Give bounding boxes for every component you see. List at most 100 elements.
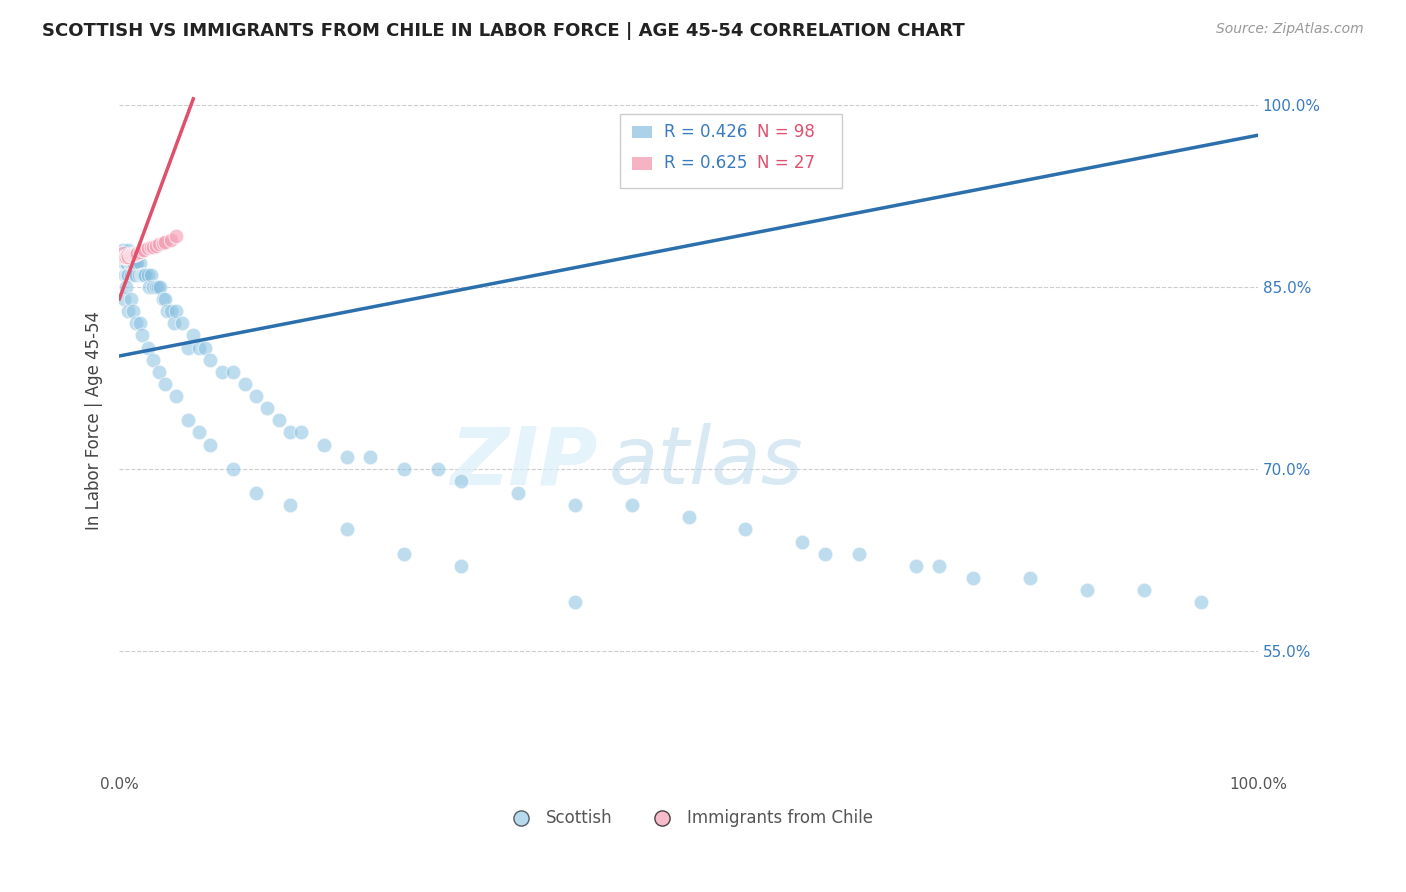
Point xyxy=(142,240,165,254)
Point xyxy=(153,376,176,391)
Point xyxy=(153,292,176,306)
Point xyxy=(152,292,174,306)
Point xyxy=(149,280,172,294)
Point xyxy=(792,534,814,549)
Point xyxy=(131,244,153,258)
Point xyxy=(128,244,150,259)
Point xyxy=(176,341,198,355)
Point xyxy=(165,389,187,403)
Point xyxy=(141,240,163,254)
Bar xyxy=(631,126,652,138)
Point xyxy=(115,255,138,269)
Point xyxy=(114,250,136,264)
Point xyxy=(120,268,142,282)
Point xyxy=(1019,571,1042,585)
Point xyxy=(678,510,700,524)
Point xyxy=(120,248,142,262)
Point xyxy=(131,268,153,282)
Point xyxy=(152,236,174,251)
Point xyxy=(336,450,359,464)
Point xyxy=(122,268,145,282)
Point xyxy=(153,235,176,249)
Point xyxy=(115,255,138,269)
Point xyxy=(163,316,186,330)
Point xyxy=(392,462,415,476)
Point xyxy=(115,250,138,264)
Legend: Scottish, Immigrants from Chile: Scottish, Immigrants from Chile xyxy=(498,803,880,834)
Point xyxy=(165,228,187,243)
Point xyxy=(928,558,950,573)
Point xyxy=(122,255,145,269)
Point xyxy=(194,341,217,355)
Point xyxy=(450,558,472,573)
Y-axis label: In Labor Force | Age 45-54: In Labor Force | Age 45-54 xyxy=(86,310,103,530)
Point xyxy=(111,244,134,258)
Point xyxy=(188,341,211,355)
Point xyxy=(118,248,141,262)
Point xyxy=(222,365,245,379)
Text: Source: ZipAtlas.com: Source: ZipAtlas.com xyxy=(1216,22,1364,37)
Text: N = 98: N = 98 xyxy=(756,123,814,141)
Point xyxy=(256,401,278,416)
Point xyxy=(121,255,143,269)
Point xyxy=(142,352,165,367)
Point xyxy=(620,498,643,512)
Point xyxy=(245,389,267,403)
Text: N = 27: N = 27 xyxy=(756,154,815,172)
Point xyxy=(734,523,756,537)
Point xyxy=(392,547,415,561)
Point xyxy=(1133,583,1156,598)
Text: atlas: atlas xyxy=(609,424,804,501)
Point xyxy=(136,341,159,355)
Point xyxy=(134,268,156,282)
Point xyxy=(188,425,211,440)
Point xyxy=(145,238,167,252)
Point xyxy=(564,595,586,609)
FancyBboxPatch shape xyxy=(620,114,842,188)
Point xyxy=(278,498,301,512)
Point xyxy=(148,365,170,379)
Point xyxy=(170,316,193,330)
Point xyxy=(200,352,222,367)
Point xyxy=(125,247,148,261)
Point xyxy=(146,280,169,294)
Point xyxy=(165,304,187,318)
Point xyxy=(131,328,153,343)
Point xyxy=(127,246,149,260)
Point xyxy=(134,244,156,258)
Point xyxy=(114,268,136,282)
Point xyxy=(134,268,156,282)
Point xyxy=(121,247,143,261)
Point xyxy=(125,255,148,269)
Point xyxy=(122,248,145,262)
Point xyxy=(156,304,179,318)
Point xyxy=(128,255,150,269)
Point xyxy=(136,241,159,255)
Point xyxy=(905,558,928,573)
Point xyxy=(112,255,135,269)
Text: R = 0.426: R = 0.426 xyxy=(664,123,747,141)
Point xyxy=(233,376,256,391)
Text: R = 0.625: R = 0.625 xyxy=(664,154,747,172)
Point xyxy=(159,304,181,318)
Point xyxy=(117,244,139,258)
Point xyxy=(112,250,135,264)
Point xyxy=(200,437,222,451)
Point xyxy=(138,280,160,294)
Point xyxy=(1076,583,1098,598)
Point xyxy=(159,233,181,247)
Point xyxy=(115,280,138,294)
Point xyxy=(127,255,149,269)
Point xyxy=(141,268,163,282)
Point xyxy=(115,248,138,262)
Point xyxy=(128,268,150,282)
Text: ZIP: ZIP xyxy=(450,424,598,501)
Point xyxy=(132,268,155,282)
Point xyxy=(117,268,139,282)
Point xyxy=(110,250,132,264)
Point xyxy=(181,328,204,343)
Point xyxy=(136,268,159,282)
Point xyxy=(125,268,148,282)
Point xyxy=(148,237,170,252)
Point xyxy=(124,268,146,282)
